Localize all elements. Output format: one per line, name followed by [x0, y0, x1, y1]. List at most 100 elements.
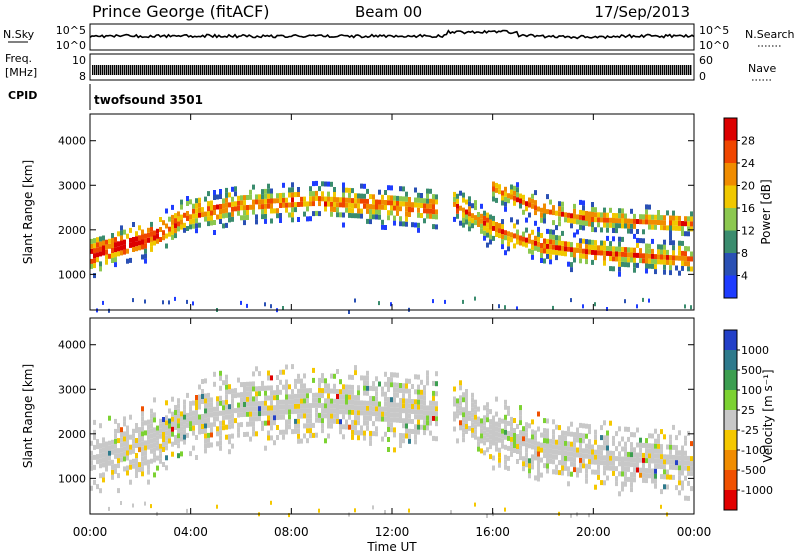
range-cell	[333, 403, 336, 409]
range-cell	[396, 372, 399, 378]
range-cell	[378, 189, 381, 195]
range-cell	[345, 394, 348, 400]
range-cell	[546, 443, 549, 449]
range-cell	[213, 205, 216, 210]
range-cell	[111, 459, 114, 465]
range-cell	[216, 441, 219, 447]
range-cell	[297, 202, 300, 207]
range-cell	[426, 410, 429, 416]
range-cell	[351, 404, 354, 410]
range-cell	[570, 456, 573, 462]
range-cell	[687, 465, 690, 471]
range-cell	[546, 428, 549, 434]
range-cell	[177, 413, 180, 419]
range-cell	[414, 439, 417, 445]
range-cell	[99, 473, 102, 479]
range-cell	[687, 470, 690, 476]
freq-mark	[106, 65, 108, 75]
range-cell	[144, 430, 147, 436]
range-cell	[495, 436, 498, 442]
range-cell	[189, 451, 192, 457]
range-cell	[171, 224, 174, 230]
range-cell	[399, 408, 402, 413]
range-cell	[279, 213, 282, 218]
range-cell	[621, 208, 624, 214]
range-cell	[591, 207, 594, 212]
range-cell	[654, 254, 657, 260]
ground-scatter-cell	[108, 308, 110, 313]
ground-scatter-cell	[594, 302, 596, 307]
range-cell	[456, 203, 459, 209]
range-cell	[456, 398, 459, 404]
range-cell	[486, 227, 489, 233]
freq-mark	[580, 65, 582, 75]
range-cell	[558, 435, 561, 441]
cpid-panel: CPID twofsound 3501	[8, 84, 203, 110]
range-cell	[261, 400, 264, 406]
range-cell	[426, 208, 429, 214]
range-cell	[123, 446, 126, 452]
range-cell	[321, 423, 324, 429]
freq-mark	[290, 65, 292, 75]
range-cell	[579, 422, 582, 428]
range-cell	[267, 430, 270, 436]
freq-mark	[92, 65, 94, 75]
range-cell	[159, 443, 162, 449]
range-cell	[264, 445, 267, 451]
freq-mark	[686, 65, 688, 75]
range-cell	[390, 397, 393, 403]
range-cell	[201, 429, 204, 434]
freq-mark	[570, 65, 572, 75]
range-cell	[630, 462, 633, 468]
range-cell	[195, 218, 198, 224]
range-cell	[390, 205, 393, 211]
range-cell	[633, 432, 636, 438]
range-cell	[162, 235, 165, 241]
range-cell	[186, 201, 189, 206]
freq-mark	[254, 65, 256, 75]
range-cell	[462, 222, 465, 228]
range-cell	[117, 438, 120, 444]
range-cell	[156, 435, 159, 441]
range-cell	[534, 190, 537, 196]
range-cell	[105, 446, 108, 452]
range-cell	[135, 236, 138, 242]
range-cell	[288, 384, 291, 390]
range-cell	[342, 409, 345, 415]
range-cell	[192, 400, 195, 406]
range-cell	[267, 395, 270, 401]
range-cell	[414, 434, 417, 440]
range-cell	[537, 241, 540, 247]
freq-mark	[422, 65, 424, 75]
range-cell	[690, 461, 693, 467]
range-cell	[417, 409, 420, 415]
range-cell	[255, 366, 258, 372]
range-cell	[96, 247, 99, 253]
range-cell	[519, 415, 522, 421]
range-cell	[600, 227, 603, 233]
range-cell	[612, 228, 615, 233]
range-cell	[411, 202, 414, 208]
range-cell	[132, 463, 135, 469]
range-cell	[270, 420, 273, 426]
range-cell	[111, 253, 114, 258]
range-cell	[573, 203, 576, 209]
range-cell	[198, 429, 201, 435]
freq-mark	[620, 65, 622, 75]
range-cell	[330, 196, 333, 202]
range-cell	[609, 251, 612, 257]
range-cell	[393, 432, 396, 438]
range-cell	[423, 415, 426, 421]
range-cell	[96, 444, 99, 450]
range-cell	[387, 387, 390, 392]
range-cell	[321, 181, 324, 187]
range-cell	[255, 194, 258, 200]
range-cell	[345, 399, 348, 405]
range-cell	[597, 444, 600, 450]
range-cell	[336, 404, 339, 409]
range-cell	[180, 224, 183, 230]
freq-mark	[336, 65, 338, 75]
range-cell	[291, 389, 294, 395]
range-cell	[165, 440, 168, 446]
range-cell	[294, 428, 297, 434]
